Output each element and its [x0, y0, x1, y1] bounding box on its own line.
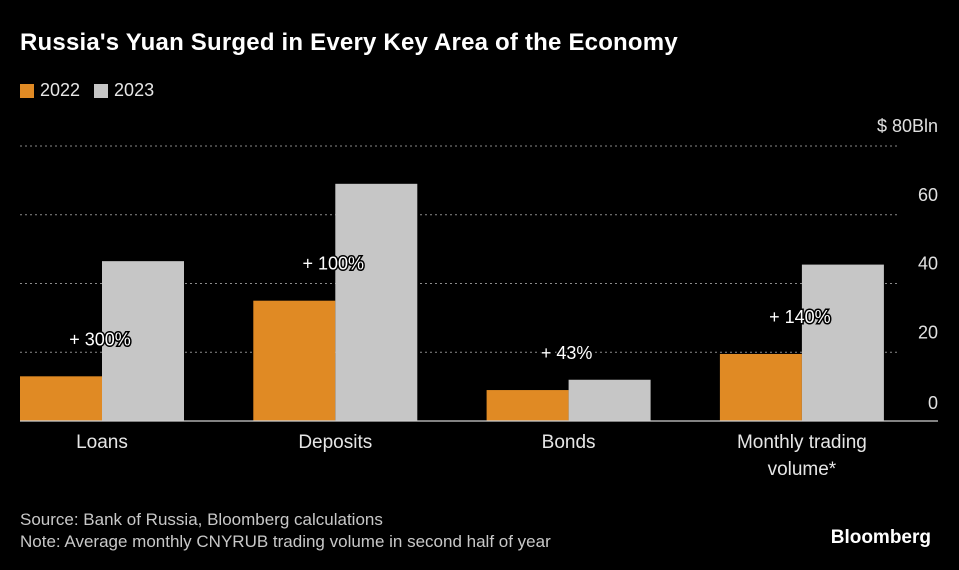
legend-label-2022: 2022	[40, 80, 81, 100]
source-note: Source: Bank of Russia, Bloomberg calcul…	[20, 510, 383, 529]
legend-item-2022: 2022	[20, 80, 80, 101]
legend-item-2023: 2023	[94, 80, 154, 101]
footer: Source: Bank of Russia, Bloomberg calcul…	[20, 509, 551, 553]
growth-annotation: + 140%	[769, 307, 831, 327]
bar-2022	[20, 376, 102, 421]
bar-2023	[335, 183, 418, 421]
bar-chart: 0 20 40 60 $ 80Bln + 300% Loans + 100% Deposits +…	[20, 116, 938, 480]
legend: 2022 2023	[20, 80, 168, 101]
legend-swatch-2022	[20, 83, 34, 98]
growth-annotation: + 300%	[69, 329, 131, 349]
x-category-label: Loans	[76, 432, 128, 453]
legend-swatch-2023	[94, 83, 109, 98]
y-tick-label: 60	[918, 185, 938, 205]
chart-title: Russia's Yuan Surged in Every Key Area o…	[20, 29, 678, 56]
y-tick-label: 0	[928, 393, 938, 413]
x-category-label: Bonds	[542, 432, 596, 453]
y-tick-label: 40	[918, 254, 938, 274]
bar-2022	[486, 390, 569, 421]
bar-2022	[719, 353, 802, 421]
y-tick-label: $ 80Bln	[877, 116, 938, 136]
x-category-label: Deposits	[298, 432, 372, 453]
legend-label-2023: 2023	[114, 80, 155, 100]
bar-2023	[568, 379, 651, 421]
bar-2023	[801, 264, 884, 421]
growth-annotation: + 43%	[541, 343, 593, 363]
bloomberg-logo: Bloomberg	[830, 527, 931, 548]
bar-2022	[253, 300, 336, 421]
methodology-note: Note: Average monthly CNYRUB trading vol…	[20, 532, 551, 551]
bar-2023	[102, 261, 184, 421]
x-category-label: volume*	[768, 459, 837, 480]
x-category-label: Monthly trading	[737, 432, 867, 453]
growth-annotation: + 100%	[303, 254, 365, 274]
y-tick-label: 20	[918, 322, 938, 342]
